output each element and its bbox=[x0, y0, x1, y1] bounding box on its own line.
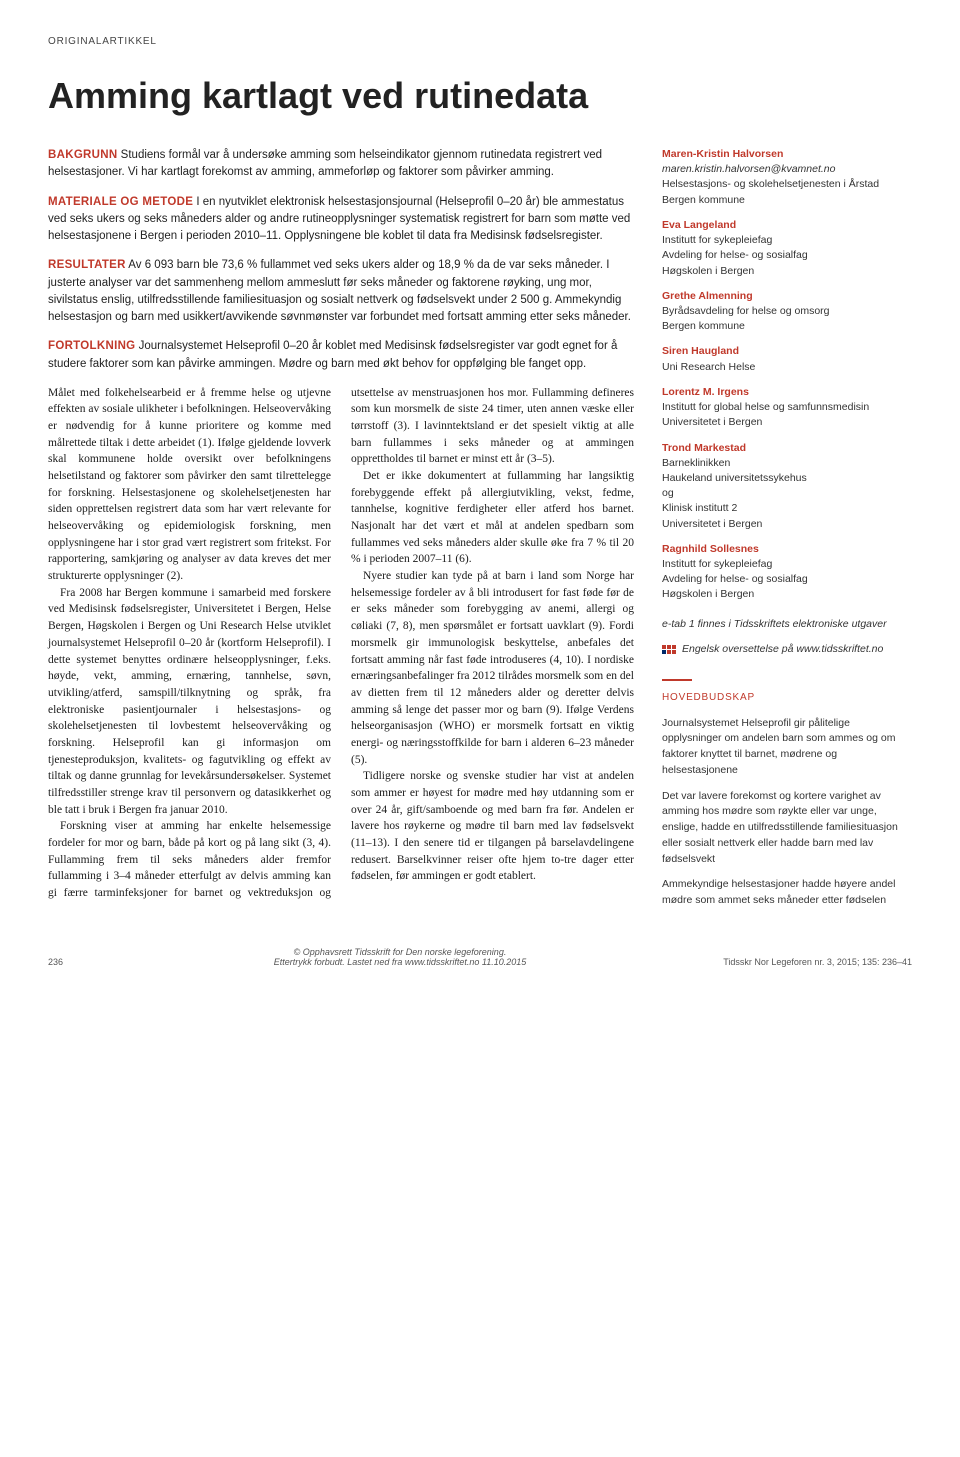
hovedbudskap-item: Journalsystemet Helseprofil gir påliteli… bbox=[662, 716, 912, 779]
author-affiliation: Institutt for global helse og samfunnsme… bbox=[662, 400, 912, 415]
author-affiliation: Avdeling for helse- og sosialfag bbox=[662, 248, 912, 263]
author-affiliation: Klinisk institutt 2 bbox=[662, 501, 912, 516]
two-column-layout: BAKGRUNN Studiens formål var å undersøke… bbox=[48, 147, 912, 919]
author-name: Siren Haugland bbox=[662, 344, 912, 359]
author-email: maren.kristin.halvorsen@kvamnet.no bbox=[662, 162, 912, 177]
abstract-lead: RESULTATER bbox=[48, 259, 126, 271]
footer-copyright: © Opphavsrett Tidsskrift for Den norske … bbox=[108, 947, 692, 967]
footer-line: Ettertrykk forbudt. Lastet ned fra www.t… bbox=[108, 957, 692, 967]
author-affiliation: Bergen kommune bbox=[662, 319, 912, 334]
sidebar-column: Maren-Kristin Halvorsenmaren.kristin.hal… bbox=[662, 147, 912, 919]
author-name: Grethe Almenning bbox=[662, 289, 912, 304]
hovedbudskap-item: Ammekyndige helsestasjoner hadde høyere … bbox=[662, 877, 912, 909]
body-paragraph: Det er ikke dokumentert at fullamming ha… bbox=[351, 468, 634, 568]
body-paragraph: Tidligere norske og svenske studier har … bbox=[351, 768, 634, 885]
abstract-bakgrunn: BAKGRUNN Studiens formål var å undersøke… bbox=[48, 147, 634, 182]
author-list: Maren-Kristin Halvorsenmaren.kristin.hal… bbox=[662, 147, 912, 603]
etab-note: e-tab 1 finnes i Tidsskriftets elektroni… bbox=[662, 617, 912, 632]
author-affiliation: Universitetet i Bergen bbox=[662, 517, 912, 532]
divider bbox=[662, 679, 692, 681]
author-affiliation: Universitetet i Bergen bbox=[662, 415, 912, 430]
abstract-lead: BAKGRUNN bbox=[48, 149, 117, 161]
footer-line: © Opphavsrett Tidsskrift for Den norske … bbox=[108, 947, 692, 957]
hovedbudskap-title: HOVEDBUDSKAP bbox=[662, 691, 912, 706]
uk-flag-icon bbox=[662, 645, 676, 654]
body-paragraph: Målet med folkehelsearbeid er å fremme h… bbox=[48, 385, 331, 585]
translation-text: Engelsk oversettelse på www.tidsskriftet… bbox=[682, 642, 883, 657]
abstract-block: BAKGRUNN Studiens formål var å undersøke… bbox=[48, 147, 634, 373]
author-affiliation: Høgskolen i Bergen bbox=[662, 587, 912, 602]
body-text: Målet med folkehelsearbeid er å fremme h… bbox=[48, 385, 634, 902]
author-affiliation: Helsestasjons- og skolehelsetjenesten i … bbox=[662, 177, 912, 192]
author-affiliation: Institutt for sykepleiefag bbox=[662, 557, 912, 572]
author-affiliation: Høgskolen i Bergen bbox=[662, 264, 912, 279]
abstract-text: Av 6 093 barn ble 73,6 % fullammet ved s… bbox=[48, 259, 631, 323]
footer-citation: Tidsskr Nor Legeforen nr. 3, 2015; 135: … bbox=[692, 957, 912, 967]
abstract-lead: MATERIALE OG METODE bbox=[48, 196, 193, 208]
author-affiliation: Barneklinikken bbox=[662, 456, 912, 471]
author-name: Trond Markestad bbox=[662, 441, 912, 456]
author-affiliation: og bbox=[662, 486, 912, 501]
hovedbudskap-item: Det var lavere forekomst og kortere vari… bbox=[662, 789, 912, 868]
abstract-materiale: MATERIALE OG METODE I en nyutviklet elek… bbox=[48, 194, 634, 246]
page-number: 236 bbox=[48, 957, 108, 967]
body-paragraph: Nyere studier kan tyde på at barn i land… bbox=[351, 568, 634, 768]
article-type: ORIGINALARTIKKEL bbox=[48, 36, 912, 47]
main-column: BAKGRUNN Studiens formål var å undersøke… bbox=[48, 147, 634, 919]
author-name: Lorentz M. Irgens bbox=[662, 385, 912, 400]
abstract-text: Studiens formål var å undersøke amming s… bbox=[48, 149, 602, 178]
author-name: Eva Langeland bbox=[662, 218, 912, 233]
author-name: Maren-Kristin Halvorsen bbox=[662, 147, 912, 162]
author-affiliation: Bergen kommune bbox=[662, 193, 912, 208]
article-title: Amming kartlagt ved rutinedata bbox=[48, 75, 912, 117]
author-affiliation: Haukeland universitetssykehus bbox=[662, 471, 912, 486]
author-affiliation: Avdeling for helse- og sosialfag bbox=[662, 572, 912, 587]
author-name: Ragnhild Sollesnes bbox=[662, 542, 912, 557]
body-paragraph: Fra 2008 har Bergen kommune i samarbeid … bbox=[48, 585, 331, 818]
author-affiliation: Institutt for sykepleiefag bbox=[662, 233, 912, 248]
translation-note: Engelsk oversettelse på www.tidsskriftet… bbox=[662, 642, 912, 657]
abstract-fortolkning: FORTOLKNING Journalsystemet Helseprofil … bbox=[48, 338, 634, 373]
author-affiliation: Uni Research Helse bbox=[662, 360, 912, 375]
page-footer: 236 © Opphavsrett Tidsskrift for Den nor… bbox=[48, 941, 912, 967]
hovedbudskap-list: Journalsystemet Helseprofil gir påliteli… bbox=[662, 716, 912, 909]
author-affiliation: Byrådsavdeling for helse og omsorg bbox=[662, 304, 912, 319]
abstract-lead: FORTOLKNING bbox=[48, 340, 135, 352]
abstract-resultater: RESULTATER Av 6 093 barn ble 73,6 % full… bbox=[48, 257, 634, 326]
